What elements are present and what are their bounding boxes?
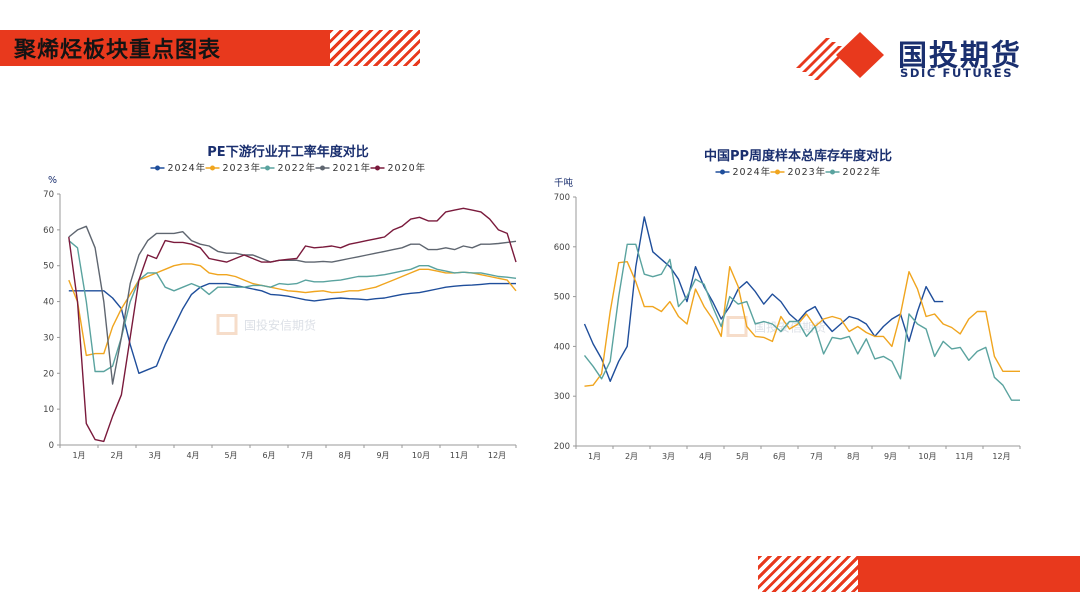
company-logo: 国投期货 SDIC FUTURES <box>796 30 1076 80</box>
x-tick-label: 3月 <box>148 451 161 460</box>
legend-item: 2024年 <box>150 162 207 174</box>
series-line-2023年 <box>68 263 517 357</box>
logo-text-en: SDIC FUTURES <box>900 66 1014 80</box>
y-tick-label: 50 <box>43 262 54 272</box>
x-tick-label: 9月 <box>884 452 897 461</box>
x-tick-label: 12月 <box>992 452 1010 461</box>
legend-label: 2020年 <box>388 162 427 174</box>
y-tick-label: 400 <box>554 342 570 352</box>
x-tick-label: 11月 <box>955 452 973 461</box>
y-tick-label: 20 <box>43 369 54 379</box>
legend-label: 2023年 <box>223 162 262 174</box>
watermark: 国投安信期货 <box>216 314 316 335</box>
legend-marker <box>775 169 780 175</box>
logo-mark-icon <box>796 32 884 80</box>
x-tick-label: 2月 <box>625 452 638 461</box>
y-tick-label: 600 <box>554 243 570 253</box>
legend-marker <box>210 165 215 171</box>
legend-item: 2022年 <box>825 166 882 178</box>
x-tick-label: 8月 <box>338 451 351 460</box>
x-tick-label: 4月 <box>699 452 712 461</box>
header-bar <box>0 30 330 66</box>
watermark-icon <box>726 316 748 337</box>
legend-item: 2022年 <box>260 162 317 174</box>
x-tick-label: 4月 <box>186 451 199 460</box>
legend-item: 2023年 <box>205 162 262 174</box>
y-tick-label: 0 <box>49 441 54 451</box>
x-tick-label: 12月 <box>488 451 506 460</box>
x-tick-label: 3月 <box>662 452 675 461</box>
legend-item: 2021年 <box>315 162 372 174</box>
y-tick-label: 60 <box>43 226 54 236</box>
y-tick-label: 70 <box>43 190 54 200</box>
logo-text-cn: 国投期货 <box>898 38 1023 72</box>
y-tick-label: 40 <box>43 298 54 308</box>
x-tick-label: 7月 <box>810 452 823 461</box>
legend-marker <box>375 165 380 171</box>
legend-label: 2021年 <box>333 162 372 174</box>
watermark-icon <box>216 314 238 335</box>
y-tick-label: 500 <box>554 293 570 303</box>
legend-marker <box>155 165 160 171</box>
y-axis-unit: 千吨 <box>554 177 574 189</box>
x-tick-label: 11月 <box>450 451 468 460</box>
x-tick-label: 7月 <box>300 451 313 460</box>
x-tick-label: 6月 <box>262 451 275 460</box>
page-title: 聚烯烃板块重点图表 <box>14 38 222 63</box>
x-tick-label: 10月 <box>412 451 430 460</box>
y-tick-label: 10 <box>43 405 54 415</box>
legend-item: 2024年 <box>715 166 772 178</box>
legend-marker <box>720 169 725 175</box>
legend-label: 2022年 <box>278 162 317 174</box>
series-line-2023年 <box>584 260 1020 387</box>
legend-marker <box>265 165 270 171</box>
series-line-2024年 <box>68 282 516 375</box>
legend-label: 2024年 <box>733 166 772 178</box>
series-line-2024年 <box>583 216 944 383</box>
x-tick-label: 1月 <box>588 452 601 461</box>
y-axis-unit: % <box>48 175 57 186</box>
footer-bar <box>858 556 1080 592</box>
legend-label: 2024年 <box>168 162 207 174</box>
chart-title: 中国PP周度样本总库存年度对比 <box>704 148 892 164</box>
x-tick-label: 1月 <box>72 451 85 460</box>
x-tick-label: 10月 <box>918 452 936 461</box>
series-line-2022年 <box>68 240 517 373</box>
series-line-2022年 <box>583 243 1020 401</box>
x-tick-label: 9月 <box>376 451 389 460</box>
legend-item: 2023年 <box>770 166 827 178</box>
y-tick-label: 700 <box>554 193 570 203</box>
legend-marker <box>830 169 835 175</box>
y-tick-label: 300 <box>554 392 570 402</box>
x-tick-label: 6月 <box>773 452 786 461</box>
legend-item: 2020年 <box>370 162 427 174</box>
header-stripes <box>300 30 420 66</box>
series-line-2020年 <box>68 207 517 443</box>
y-tick-label: 30 <box>43 333 54 343</box>
series-line-2021年 <box>68 225 517 385</box>
x-tick-label: 5月 <box>224 451 237 460</box>
x-tick-label: 5月 <box>736 452 749 461</box>
x-tick-label: 2月 <box>110 451 123 460</box>
watermark-text: 国投安信期货 <box>244 318 316 333</box>
legend-label: 2022年 <box>843 166 882 178</box>
x-tick-label: 8月 <box>847 452 860 461</box>
legend-marker <box>320 165 325 171</box>
legend-label: 2023年 <box>788 166 827 178</box>
chart-title: PE下游行业开工率年度对比 <box>207 144 368 160</box>
y-tick-label: 200 <box>554 442 570 452</box>
